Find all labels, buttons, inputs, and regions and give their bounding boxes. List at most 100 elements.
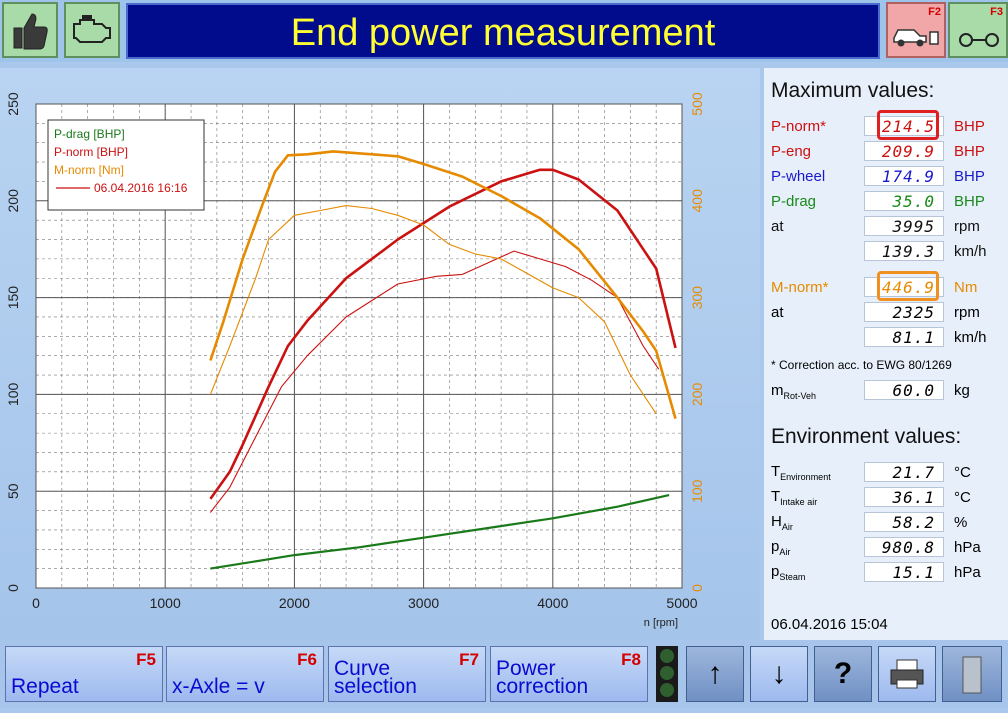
bottom-toolbar: F5 Repeat F6 x-Axle = v F7 Curve selectio…: [0, 640, 1008, 708]
max-row-unit: BHP: [954, 168, 985, 185]
max-row-label: P-norm*: [771, 118, 827, 135]
mnorm-highlight: [877, 271, 939, 301]
mnorm-value: 446.9: [864, 277, 944, 297]
y-left-tick-label: 50: [5, 483, 21, 499]
y-right-tick-label: 400: [689, 189, 705, 213]
f3-key-label: F3: [990, 6, 1003, 18]
power-chart: 0 1000 2000 3000 4000 5000 0 50 100 150 200 250 0 100…: [5, 92, 705, 629]
measurement-datetime: 06.04.2016 15:04: [771, 616, 888, 633]
mnorm-speed-value: 81.1: [864, 327, 944, 347]
env-row-unit: hPa: [954, 539, 981, 556]
curve-selection-button[interactable]: F7 Curve selection: [328, 646, 486, 702]
legend-entry: M-norm [Nm]: [54, 163, 124, 177]
mnorm-speed-unit: km/h: [954, 329, 987, 346]
series-line: [209, 168, 677, 500]
env-row-unit: °C: [954, 489, 971, 506]
max-row-unit: rpm: [954, 218, 980, 235]
env-row-unit: %: [954, 514, 968, 531]
env-row-value: 36.1: [864, 487, 944, 507]
legend-box: [47, 119, 205, 211]
page-title: End power measurement: [126, 3, 880, 59]
x-tick-label: 3000: [408, 595, 439, 611]
f7-key-label: F7: [459, 650, 479, 669]
y-left-tick-label: 150: [5, 286, 21, 310]
car-on-dyno-icon: [893, 29, 939, 47]
env-row-label: pSteam: [771, 563, 806, 582]
scroll-down-button[interactable]: ↓: [750, 646, 808, 702]
f5-key-label: F5: [136, 650, 156, 669]
max-row-value: 3995: [864, 216, 944, 236]
correction-note: * Correction acc. to EWG 80/1269: [771, 358, 952, 372]
max-row-value: 174.9: [864, 166, 944, 186]
help-button[interactable]: ?: [814, 646, 872, 702]
max-row-label: at: [771, 218, 784, 235]
confirm-button[interactable]: [2, 2, 58, 58]
max-row-value: 214.5: [864, 116, 944, 136]
y-left-tick-label: 100: [5, 383, 21, 407]
pnorm-highlight: [877, 110, 939, 140]
door-exit-icon: [962, 656, 982, 694]
arrow-up-icon: ↑: [707, 657, 723, 690]
max-row-unit: km/h: [954, 243, 987, 260]
max-row-value: 209.9: [864, 141, 944, 161]
x-axis-unit-label: n [rpm]: [644, 617, 678, 629]
env-row-value: 980.8: [864, 537, 944, 557]
max-row-label: P-eng: [771, 143, 812, 160]
mnorm-unit: Nm: [954, 279, 978, 296]
curve-selection-label: Curve selection: [334, 657, 417, 698]
values-panel: Maximum values: P-norm* 214.5 BHP P-eng 2…: [764, 68, 1008, 640]
y-right-tick-label: 500: [689, 92, 705, 116]
mass-label: mRot-Veh: [771, 382, 817, 401]
x-tick-label: 4000: [537, 595, 568, 611]
mass-unit: kg: [954, 382, 970, 399]
f6-key-label: F6: [297, 650, 317, 669]
max-row-unit: BHP: [954, 118, 985, 135]
repeat-label: Repeat: [11, 675, 79, 698]
mnorm-rpm-unit: rpm: [954, 304, 980, 321]
x-tick-label: 1000: [150, 595, 181, 611]
env-row-label: HAir: [771, 513, 793, 532]
chart-panel: 0 1000 2000 3000 4000 5000 0 50 100 150 200 250 0 100…: [0, 68, 760, 640]
series-line: [210, 494, 670, 570]
scroll-up-button[interactable]: ↑: [686, 646, 744, 702]
y-left-tick-label: 250: [5, 92, 21, 116]
engine-button[interactable]: [64, 2, 120, 58]
env-row-value: 58.2: [864, 512, 944, 532]
max-row-unit: BHP: [954, 143, 985, 160]
series-line: [209, 250, 660, 513]
engine-icon: [73, 15, 111, 43]
x-tick-label: 5000: [666, 595, 697, 611]
env-row-value: 15.1: [864, 562, 944, 582]
legend-entry: 06.04.2016 16:16: [94, 181, 188, 195]
power-correction-label: Power correction: [496, 657, 589, 698]
vehicle-f2-button[interactable]: F2: [886, 2, 946, 58]
top-bar: End power measurement F2 F3: [0, 0, 1008, 62]
env-row-value: 21.7: [864, 462, 944, 482]
repeat-button[interactable]: F5 Repeat: [5, 646, 163, 702]
f2-key-label: F2: [928, 6, 941, 18]
y-left-tick-label: 200: [5, 189, 21, 213]
y-right-tick-label: 200: [689, 383, 705, 407]
max-row-label: P-drag: [771, 193, 817, 210]
rollers-f3-button[interactable]: F3: [948, 2, 1008, 58]
env-row-label: TEnvironment: [771, 463, 831, 482]
help-icon: ?: [833, 657, 853, 690]
env-row-label: pAir: [771, 538, 791, 557]
legend-entry: P-norm [BHP]: [54, 145, 128, 159]
print-button[interactable]: [878, 646, 936, 702]
mass-value: 60.0: [864, 380, 944, 400]
power-correction-button[interactable]: F8 Power correction: [490, 646, 648, 702]
mnorm-rpm-label: at: [771, 304, 784, 321]
mnorm-label: M-norm*: [771, 279, 829, 296]
env-row-unit: °C: [954, 464, 971, 481]
environment-heading: Environment values:: [771, 425, 962, 448]
x-axle-button[interactable]: F6 x-Axle = v: [166, 646, 324, 702]
max-row-value: 139.3: [864, 241, 944, 261]
max-row-label: P-wheel: [771, 168, 826, 185]
x-tick-label: 2000: [279, 595, 310, 611]
max-values-heading: Maximum values:: [771, 79, 935, 102]
x-tick-label: 0: [32, 595, 40, 611]
exit-button[interactable]: [942, 646, 1002, 702]
legend-entry: P-drag [BHP]: [54, 127, 125, 141]
env-row-unit: hPa: [954, 564, 981, 581]
